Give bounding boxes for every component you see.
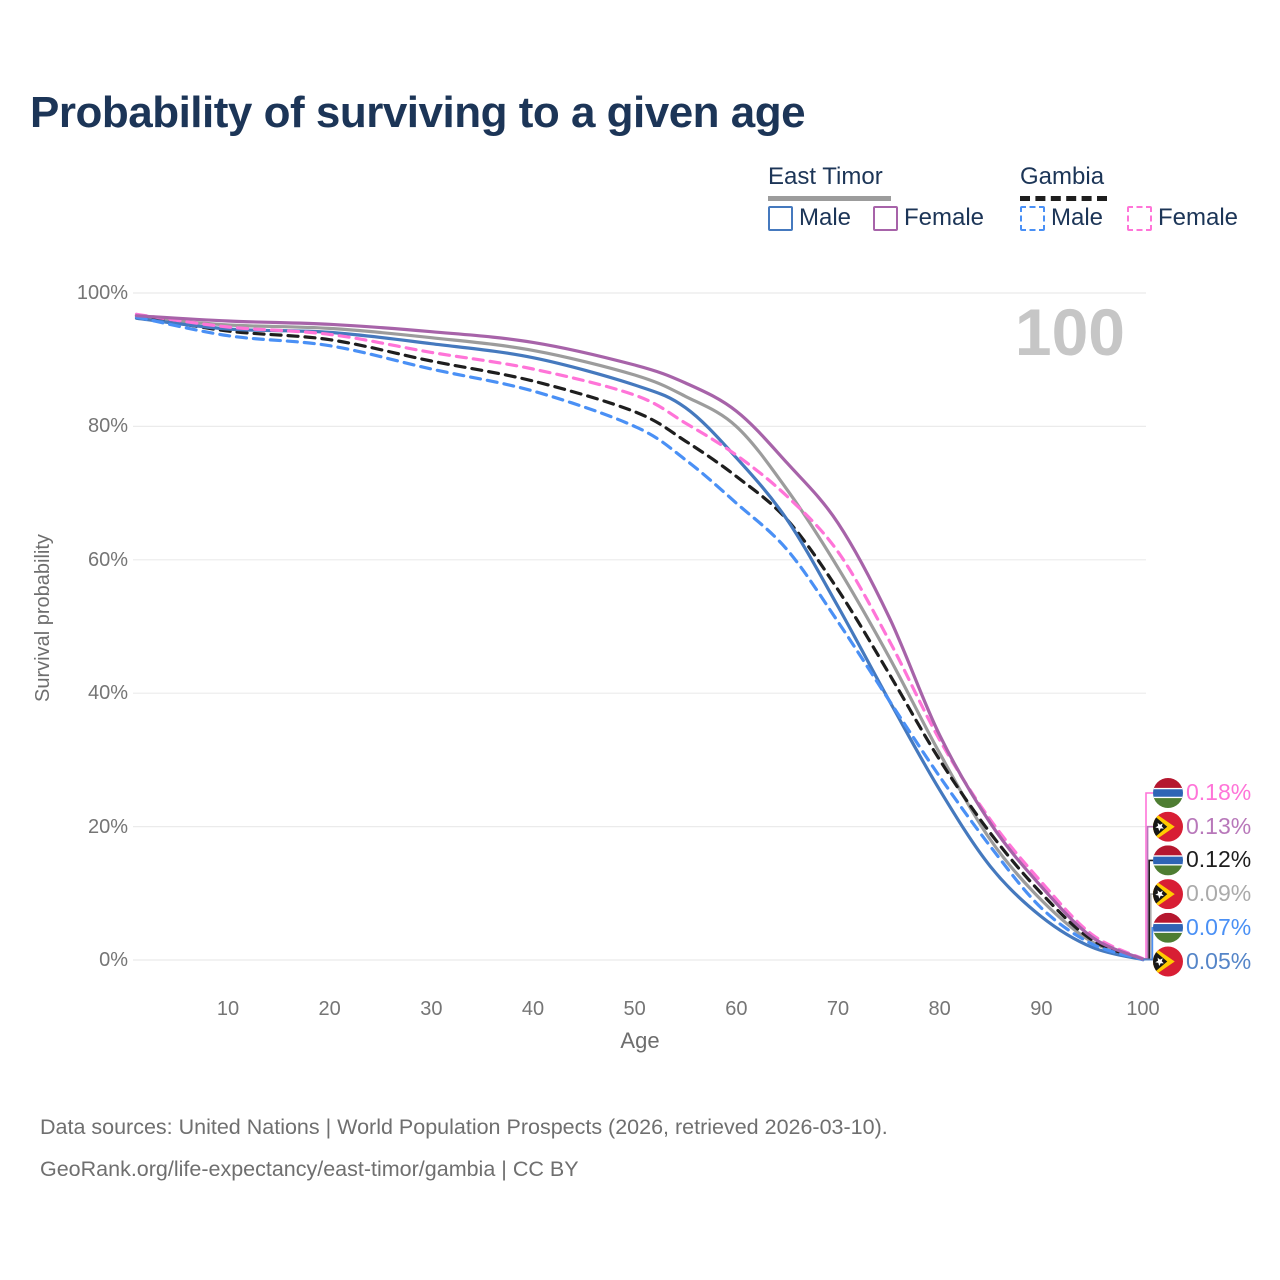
series-line-gambia-female[interactable]: [134, 312, 1145, 961]
x-tick-label: 20: [318, 998, 341, 1020]
legend-group-east-timor[interactable]: East Timor: [768, 163, 883, 190]
end-value-label-east-timor-male: 0.05%: [1186, 947, 1252, 974]
x-tick-label: 60: [725, 998, 748, 1020]
series-line-east-timor-both[interactable]: [134, 315, 1145, 961]
end-label-connector: [1143, 859, 1153, 961]
y-tick-label: 80%: [87, 415, 128, 438]
end-value-label-gambia-both: 0.12%: [1186, 846, 1252, 873]
footer: Data sources: United Nations | World Pop…: [40, 1106, 888, 1190]
east-timor-flag-icon: [1153, 879, 1183, 910]
end-value-label-east-timor-both: 0.09%: [1186, 880, 1252, 907]
checkbox-gambia-female[interactable]: [1127, 206, 1152, 231]
series-line-gambia-both[interactable]: [134, 314, 1145, 961]
series-line-east-timor-female[interactable]: [134, 314, 1145, 961]
x-tick-label: 70: [826, 998, 850, 1020]
series-line-east-timor-male[interactable]: [134, 316, 1145, 962]
end-label-connector: [1143, 893, 1153, 961]
data-sources-line: Data sources: United Nations | World Pop…: [40, 1115, 888, 1139]
legend-item-east-timor-male[interactable]: Male: [799, 204, 852, 231]
y-tick-label: 60%: [87, 548, 128, 571]
gambia-line-swatch: [1020, 196, 1107, 201]
x-tick-label: 100: [1126, 998, 1160, 1020]
legend-item-gambia-male[interactable]: Male: [1051, 204, 1104, 231]
x-tick-label: 50: [623, 998, 646, 1020]
x-axis-label: Age: [620, 1028, 660, 1053]
age-annotation: 100: [1014, 295, 1125, 369]
series-line-gambia-male[interactable]: [134, 315, 1145, 962]
y-tick-label: 40%: [87, 682, 128, 705]
east-timor-flag-icon: [1153, 946, 1183, 977]
end-label-connector: [1143, 958, 1155, 963]
checkbox-gambia-male[interactable]: [1020, 206, 1045, 231]
legend-group-gambia[interactable]: Gambia: [1020, 163, 1105, 190]
checkbox-east-timor-female[interactable]: [873, 206, 898, 231]
checkbox-east-timor-male[interactable]: [768, 206, 793, 231]
x-tick-label: 90: [1030, 998, 1053, 1020]
east-timor-line-swatch: [768, 196, 891, 201]
end-value-label-east-timor-female: 0.13%: [1186, 812, 1252, 839]
end-value-label-gambia-female: 0.18%: [1186, 779, 1252, 805]
page-title: Probability of surviving to a given age: [30, 88, 806, 137]
end-value-label-gambia-male: 0.07%: [1186, 913, 1252, 940]
x-tick-label: 10: [216, 998, 240, 1020]
attribution-line: GeoRank.org/life-expectancy/east-timor/g…: [40, 1157, 579, 1181]
gambia-flag-icon: [1153, 912, 1183, 943]
x-tick-label: 30: [420, 998, 443, 1020]
east-timor-flag-icon: [1153, 811, 1183, 842]
y-tick-label: 100%: [76, 282, 128, 304]
x-tick-label: 40: [521, 998, 545, 1020]
legend-item-east-timor-female[interactable]: Female: [904, 204, 985, 231]
gambia-flag-icon: [1153, 778, 1183, 808]
y-tick-label: 20%: [87, 815, 128, 838]
end-label-connector: [1143, 825, 1153, 960]
end-label-connector: [1143, 792, 1153, 960]
gambia-flag-icon: [1153, 845, 1183, 876]
y-axis-label: Survival probability: [32, 534, 54, 702]
x-tick-label: 80: [928, 998, 951, 1020]
y-tick-label: 0%: [99, 949, 128, 971]
end-label-connector: [1143, 926, 1154, 961]
legend-item-gambia-female[interactable]: Female: [1158, 204, 1239, 231]
